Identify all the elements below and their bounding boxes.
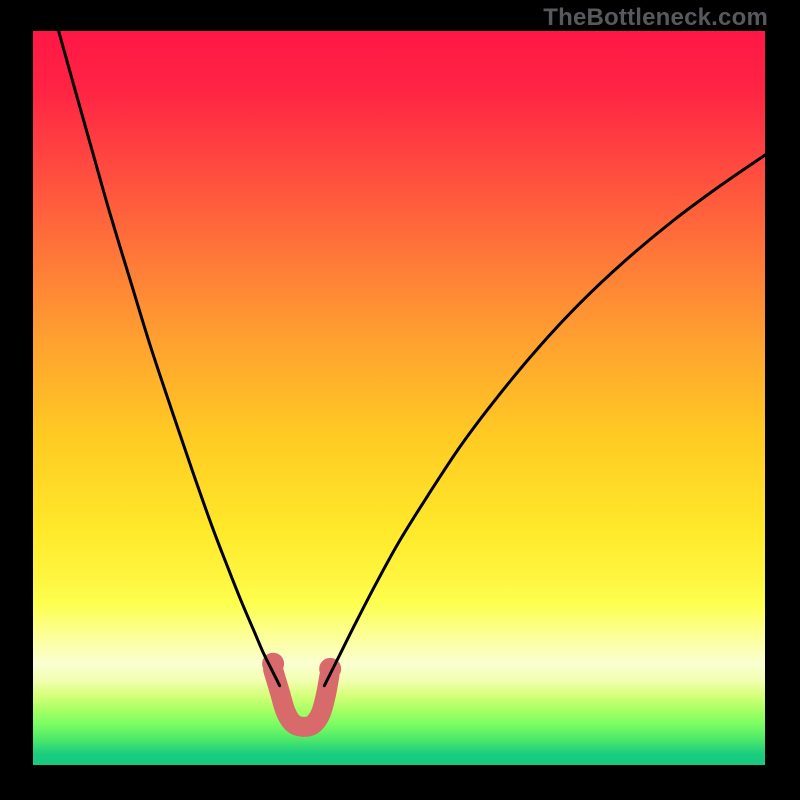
plot-background xyxy=(33,31,765,765)
watermark-text: TheBottleneck.com xyxy=(543,4,768,32)
chart-container: TheBottleneck.com xyxy=(0,0,800,800)
bottleneck-chart-svg xyxy=(0,0,800,800)
